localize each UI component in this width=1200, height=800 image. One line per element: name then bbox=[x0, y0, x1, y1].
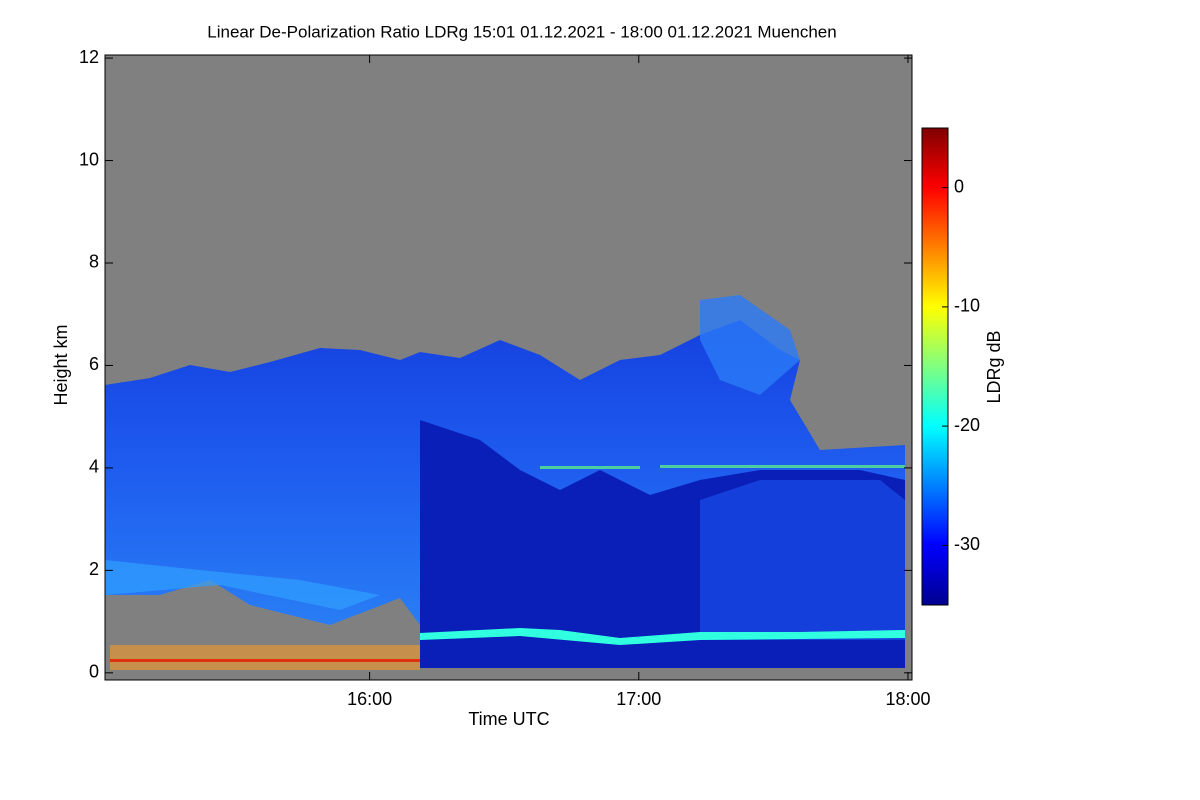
cloud-base bbox=[105, 560, 380, 610]
x-tick-label: 16:00 bbox=[347, 689, 392, 709]
y-tick-label: 6 bbox=[89, 354, 99, 374]
plot-frame bbox=[104, 54, 913, 681]
cloud-region bbox=[700, 480, 905, 640]
y-tick-label: 12 bbox=[79, 47, 99, 67]
colorbar-tick-label: -10 bbox=[954, 296, 980, 316]
x-tick-label: 17:00 bbox=[616, 689, 661, 709]
y-tick-label: 8 bbox=[89, 252, 99, 272]
colorbar bbox=[921, 127, 949, 606]
x-axis-label: Time UTC bbox=[468, 709, 549, 729]
y-tick-label: 2 bbox=[89, 559, 99, 579]
y-tick-label: 4 bbox=[89, 457, 99, 477]
noise-region bbox=[110, 645, 420, 670]
x-tick-label: 18:00 bbox=[885, 689, 930, 709]
cloud-region bbox=[700, 295, 800, 395]
colorbar-label: LDRg dB bbox=[984, 330, 1004, 403]
plot-area bbox=[104, 54, 913, 681]
noise-line bbox=[110, 659, 420, 662]
colorbar-tick-label: -30 bbox=[954, 534, 980, 554]
y-tick-label: 0 bbox=[89, 662, 99, 682]
chart-title: Linear De-Polarization Ratio LDRg 15:01 … bbox=[207, 22, 836, 41]
melting-layer bbox=[420, 628, 905, 645]
y-axis-label: Height km bbox=[51, 324, 71, 405]
y-tick-label: 10 bbox=[79, 149, 99, 169]
colorbar-tick-label: 0 bbox=[954, 176, 964, 196]
noise-line bbox=[540, 465, 905, 469]
colorbar-tick-label: -20 bbox=[954, 415, 980, 435]
